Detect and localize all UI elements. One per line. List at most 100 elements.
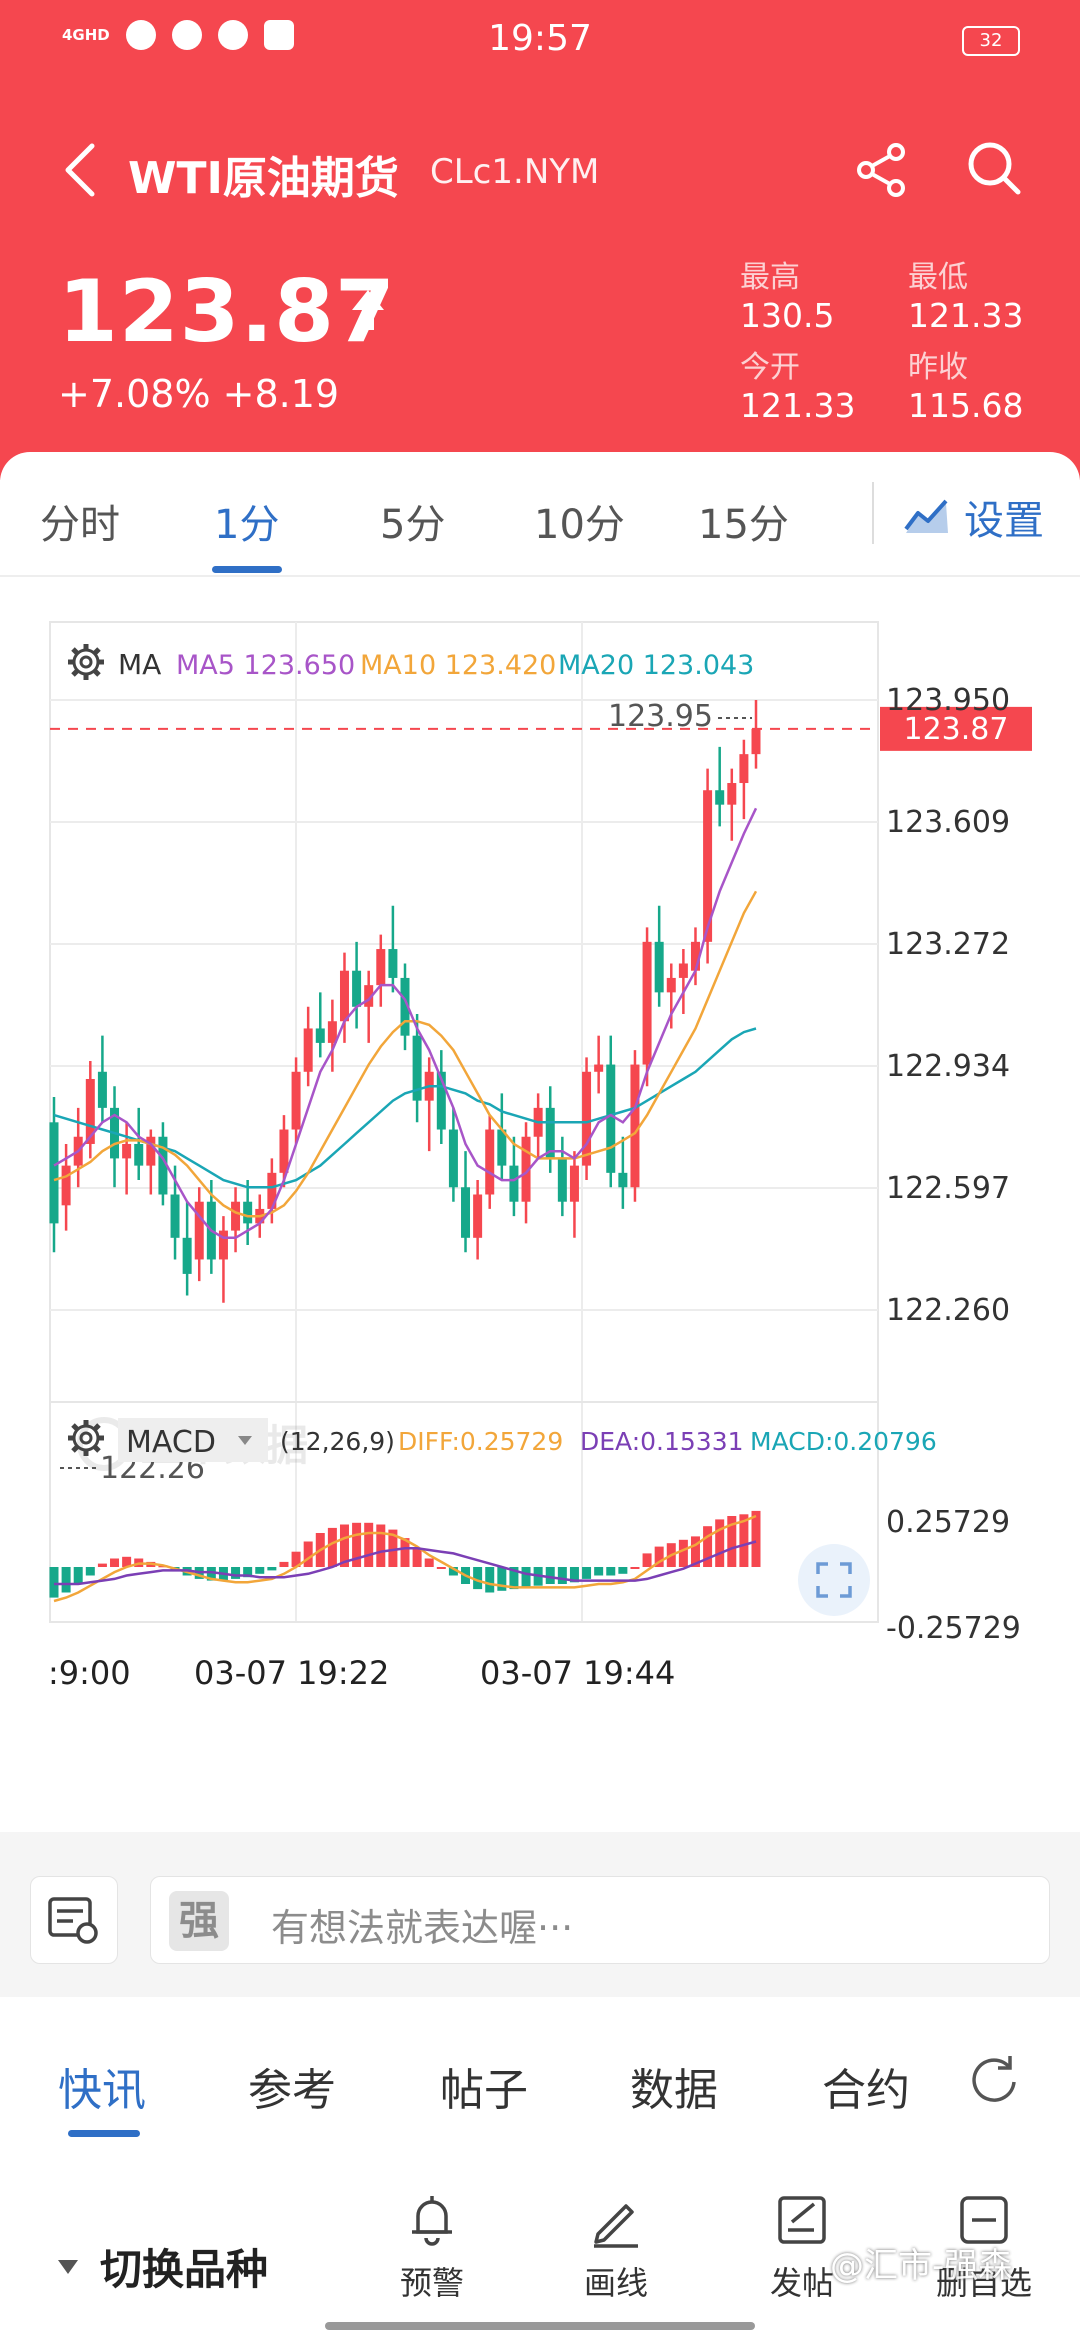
tab-intraday[interactable]: 分时 bbox=[40, 502, 120, 548]
candle-body bbox=[339, 970, 349, 1022]
app-notification-icon bbox=[125, 20, 156, 50]
candle-body bbox=[279, 1129, 289, 1173]
macd-panel-frame bbox=[49, 1401, 879, 1623]
post-label: 发帖 bbox=[769, 2264, 834, 2302]
candle-body bbox=[678, 963, 688, 978]
macd-bar bbox=[751, 1510, 761, 1567]
macd-bar bbox=[339, 1524, 349, 1567]
candle-body bbox=[642, 941, 652, 1065]
macd-bar bbox=[727, 1516, 737, 1567]
candle-body bbox=[521, 1136, 531, 1202]
macd-bar bbox=[327, 1527, 337, 1567]
macd-bar bbox=[303, 1541, 313, 1567]
candle-body bbox=[146, 1136, 156, 1166]
candle-body bbox=[690, 941, 700, 971]
macd-bar bbox=[255, 1567, 265, 1574]
status-bar: 4GHD 19:57 32 bbox=[0, 0, 1080, 82]
comment-area: 强 有想法就表达喔··· bbox=[0, 1832, 1080, 1997]
tab-1min[interactable]: 1分 bbox=[214, 502, 280, 548]
macd-bar bbox=[618, 1567, 628, 1574]
macd-bar bbox=[569, 1567, 579, 1583]
candle-body bbox=[218, 1230, 228, 1260]
candle-body bbox=[303, 1028, 313, 1072]
diff-line bbox=[53, 1514, 757, 1603]
gear-icon[interactable] bbox=[68, 644, 104, 680]
refresh-icon[interactable] bbox=[966, 2052, 1022, 2108]
candle-body bbox=[315, 1028, 325, 1043]
candle-body bbox=[400, 977, 410, 1036]
symbol-code: CLc1.NYM bbox=[430, 152, 600, 192]
ma5-value: MA5 123.650 bbox=[176, 650, 355, 681]
macd-bar bbox=[678, 1539, 688, 1567]
share-icon[interactable] bbox=[852, 140, 912, 200]
draw-line-button[interactable]: 画线 bbox=[556, 2192, 676, 2304]
macd-bar bbox=[703, 1526, 713, 1567]
back-arrow-icon[interactable] bbox=[58, 140, 104, 200]
remove-watchlist-button[interactable]: 删自选 bbox=[924, 2192, 1044, 2304]
tab-flash-news[interactable]: 快讯 bbox=[58, 2065, 146, 2116]
macd-bar bbox=[436, 1567, 446, 1569]
macd-params: (12,26,9) bbox=[280, 1427, 395, 1456]
macd-selector[interactable]: MACD bbox=[118, 1418, 268, 1462]
search-icon[interactable] bbox=[962, 136, 1026, 200]
price-tag-text: 123.87 bbox=[904, 712, 1009, 747]
dea-value: DEA:0.15331 bbox=[580, 1427, 744, 1456]
kline-chart[interactable]: 金十数据 MA MA5 123.650 MA10 123.420 MA20 12… bbox=[0, 592, 1080, 1812]
macd-bar bbox=[715, 1519, 725, 1567]
candle-body bbox=[291, 1071, 301, 1130]
fullscreen-button[interactable] bbox=[798, 1544, 870, 1616]
divider bbox=[872, 482, 874, 544]
stock-note-button[interactable] bbox=[30, 1876, 118, 1964]
candle-body bbox=[569, 1165, 579, 1202]
tab-5min[interactable]: 5分 bbox=[380, 502, 446, 548]
alert-button[interactable]: 预警 bbox=[372, 2192, 492, 2304]
expand-icon bbox=[816, 1562, 852, 1598]
macd-gear-icon[interactable] bbox=[68, 1420, 104, 1456]
macd-bar bbox=[206, 1567, 216, 1581]
candle-body bbox=[352, 970, 362, 1007]
tab-data[interactable]: 数据 bbox=[630, 2065, 718, 2116]
candle-body bbox=[243, 1201, 253, 1224]
macd-bar bbox=[364, 1522, 374, 1567]
macd-bar bbox=[388, 1529, 398, 1567]
tab-contract[interactable]: 合约 bbox=[822, 2065, 910, 2116]
candle-body bbox=[85, 1078, 95, 1144]
remove-watchlist-label: 删自选 bbox=[935, 2264, 1032, 2302]
strong-badge-icon: 强 bbox=[169, 1891, 229, 1951]
network-indicator: 4GHD bbox=[62, 26, 110, 44]
ma-lines bbox=[53, 807, 758, 1240]
caret-down-icon bbox=[58, 2259, 78, 2274]
macd-bar bbox=[473, 1567, 483, 1590]
settings-button[interactable]: 设置 bbox=[904, 488, 1044, 546]
clock: 19:57 bbox=[488, 18, 592, 59]
bottom-toolbar: 切换品种 预警 画线 发帖 删自选 bbox=[0, 2170, 1080, 2340]
candle-body bbox=[473, 1194, 483, 1238]
comment-input[interactable]: 强 有想法就表达喔··· bbox=[150, 1876, 1050, 1964]
edit-note-icon bbox=[778, 2196, 826, 2244]
candle-body bbox=[630, 1064, 640, 1188]
tab-reference[interactable]: 参考 bbox=[248, 2065, 336, 2116]
tab-15min[interactable]: 15分 bbox=[698, 502, 789, 548]
post-button[interactable]: 发帖 bbox=[742, 2192, 862, 2304]
home-indicator bbox=[325, 2322, 755, 2330]
ma5-line bbox=[53, 807, 758, 1240]
candle-body bbox=[582, 1071, 592, 1166]
x-label-0: :9:00 bbox=[48, 1654, 131, 1692]
tab-posts[interactable]: 帖子 bbox=[440, 2065, 528, 2116]
tab-10min[interactable]: 10分 bbox=[534, 502, 625, 548]
y-tick-label: 122.597 bbox=[886, 1171, 1010, 1206]
macd-bar bbox=[690, 1536, 700, 1567]
y-axis-labels: 123.950 123.609 123.272 122.934 122.597 122.2… bbox=[886, 683, 1010, 1328]
dea-line bbox=[54, 1540, 757, 1586]
macd-bar bbox=[424, 1558, 434, 1567]
macd-bar bbox=[545, 1567, 555, 1584]
ma20-value: MA20 123.043 bbox=[558, 650, 754, 681]
candle-body bbox=[376, 949, 386, 986]
switch-variety-label: 切换品种 bbox=[100, 2245, 269, 2294]
candle-body bbox=[751, 728, 761, 755]
candle-body bbox=[485, 1129, 495, 1195]
macd-bar bbox=[122, 1556, 132, 1567]
author-watermark: @汇市-强森 bbox=[830, 2246, 1013, 2286]
chevron-down-icon bbox=[238, 1436, 252, 1445]
switch-variety-button[interactable]: 切换品种 bbox=[58, 2236, 268, 2297]
